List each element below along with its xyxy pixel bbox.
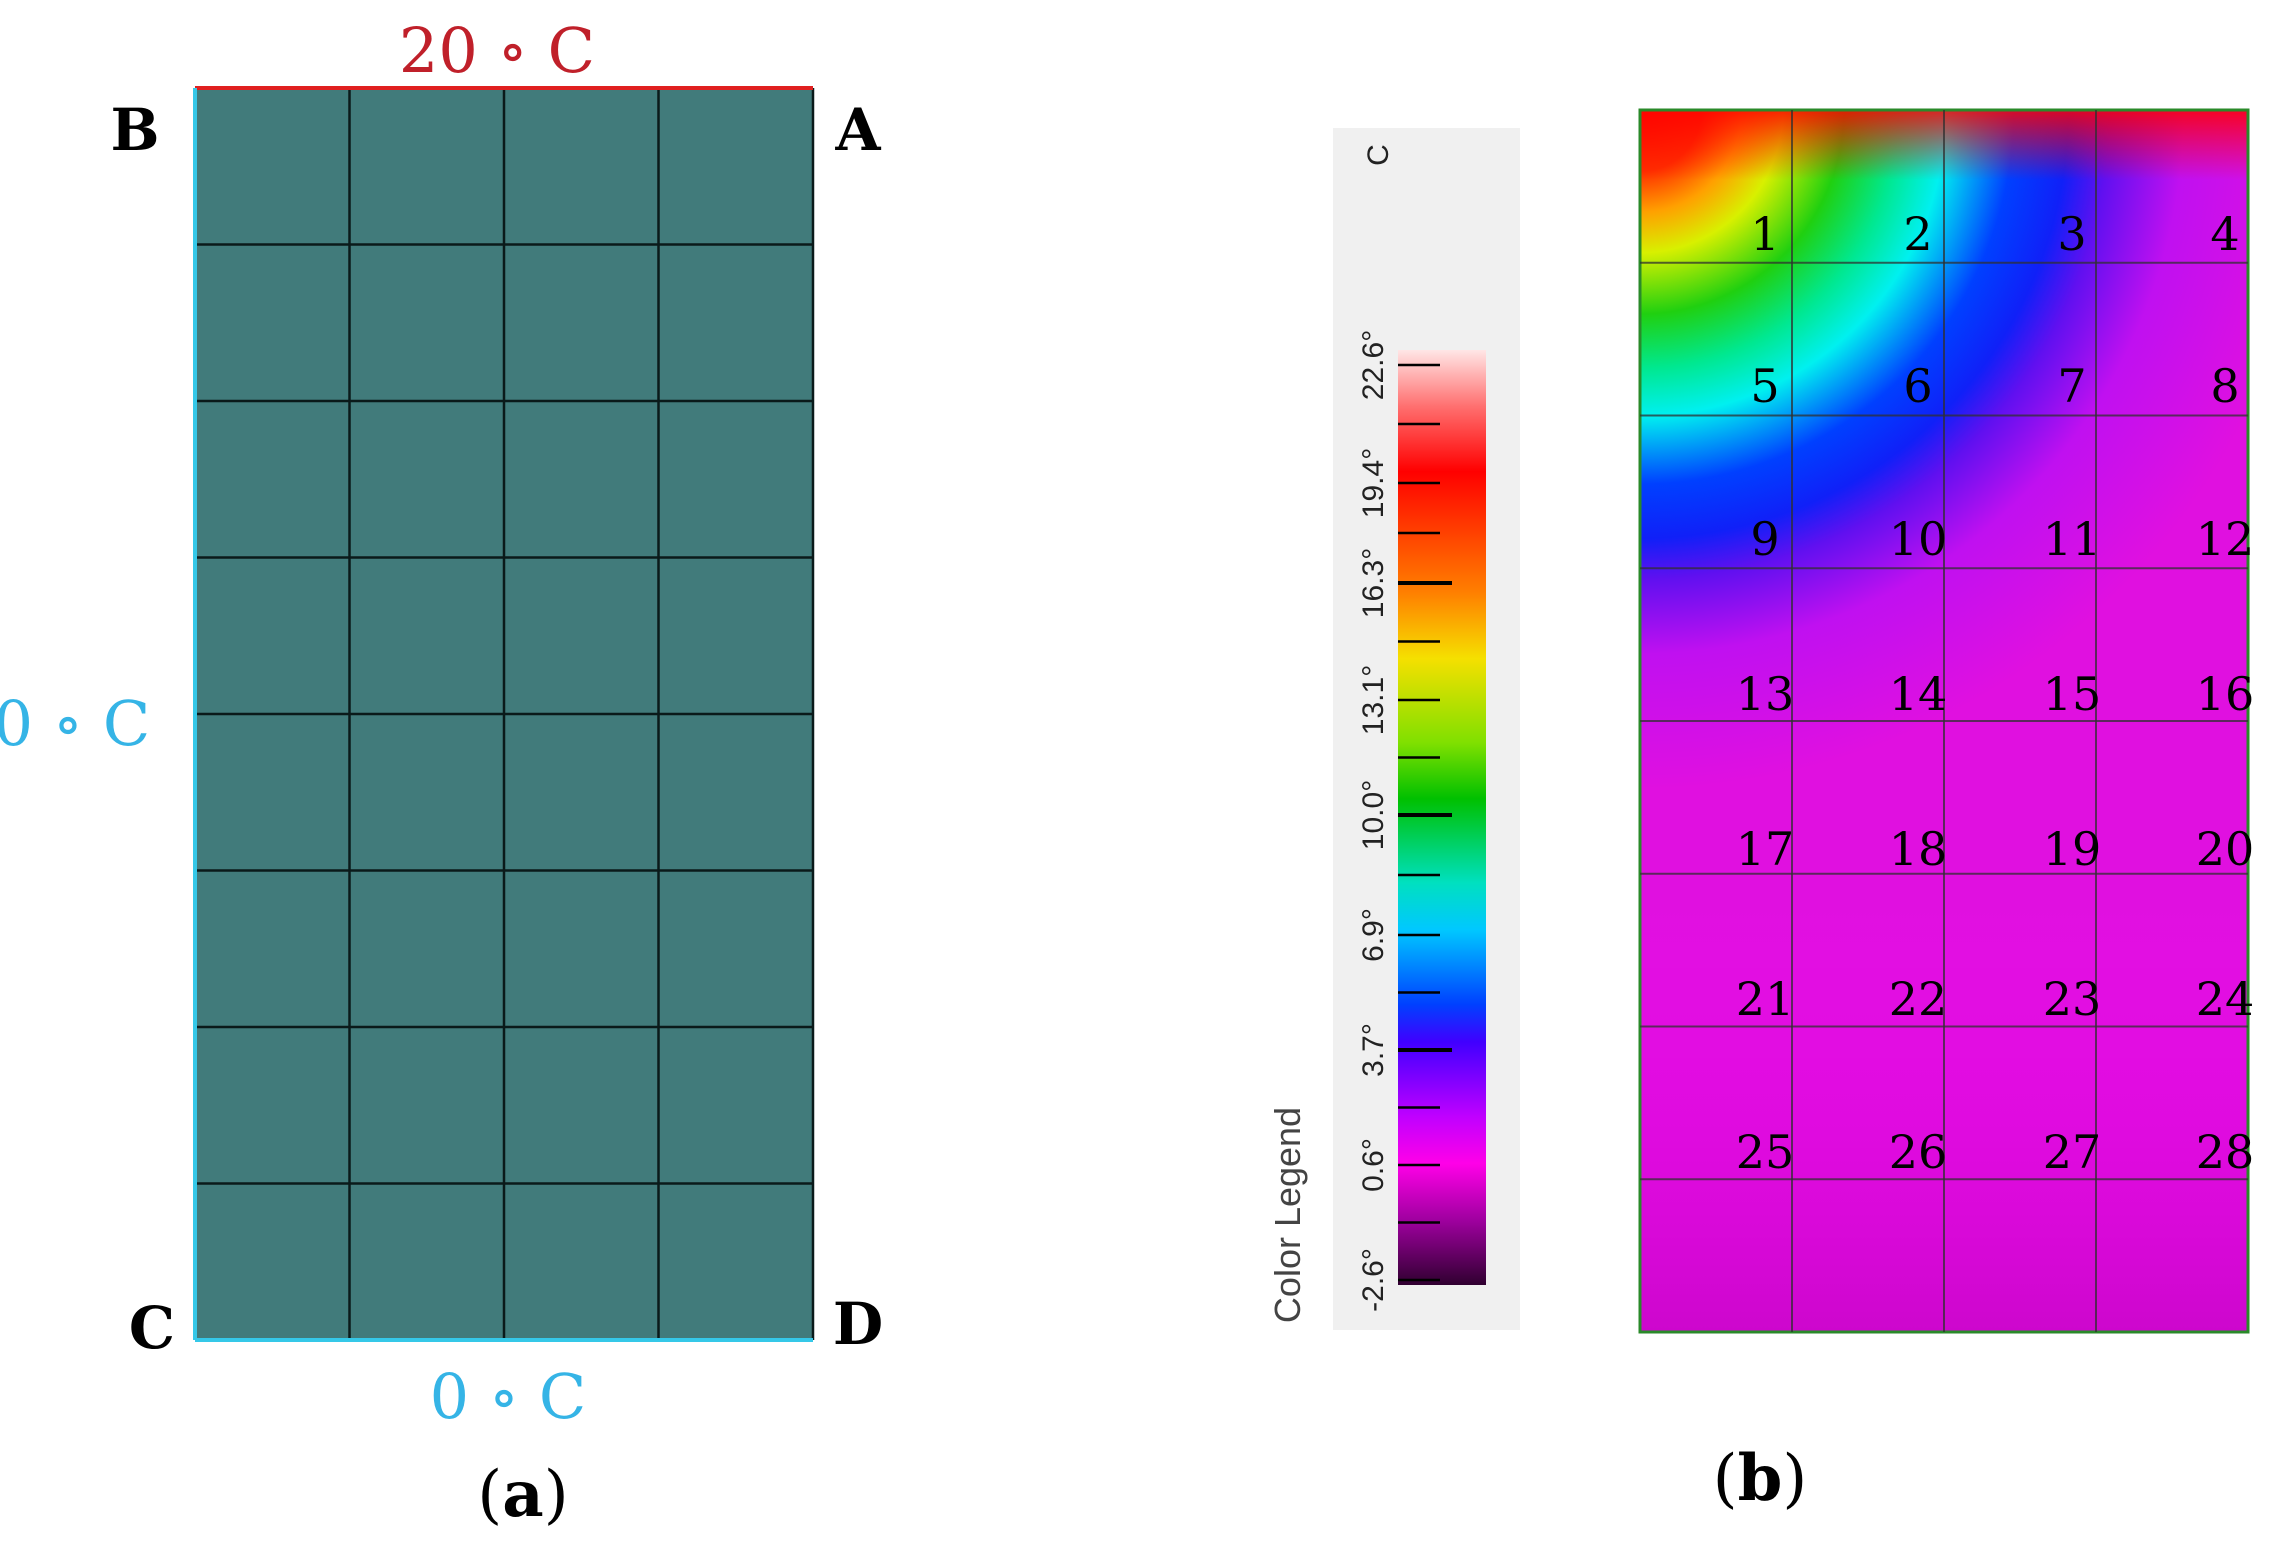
legend-tick-label: 13.1° — [1357, 665, 1390, 735]
legend-tick-label: 16.3° — [1357, 548, 1390, 618]
node-label: 13 — [1736, 667, 1795, 721]
node-label: 15 — [2043, 667, 2102, 721]
corner-label-a: A — [834, 96, 881, 164]
legend-tick-label: -2.6° — [1357, 1248, 1390, 1312]
node-label: 9 — [1750, 512, 1779, 566]
plate-b-grid — [1640, 110, 2248, 1332]
node-label: 22 — [1889, 972, 1948, 1026]
legend-tick-label: 6.9° — [1357, 908, 1390, 962]
legend-unit: C — [1362, 144, 1395, 166]
node-label: 20 — [2196, 822, 2255, 876]
node-label: 11 — [2043, 512, 2102, 566]
node-label: 24 — [2196, 972, 2255, 1026]
legend-color-bar — [1398, 350, 1486, 1285]
panel-a: 20 ∘ C 0 ∘ C 0 ∘ C B A C D (a) — [0, 14, 883, 1532]
node-label: 19 — [2043, 822, 2102, 876]
legend-title: Color Legend — [1267, 1107, 1308, 1323]
node-label: 18 — [1889, 822, 1948, 876]
legend-tick-marks — [1398, 363, 1452, 1282]
legend-tick-label: 3.7° — [1357, 1023, 1390, 1077]
node-label: 28 — [2196, 1125, 2255, 1179]
caption-b: (b) — [1713, 1441, 1808, 1516]
corner-label-b: B — [110, 96, 159, 164]
node-label: 25 — [1736, 1125, 1795, 1179]
node-label: 7 — [2057, 359, 2086, 413]
node-label: 5 — [1750, 359, 1779, 413]
node-label: 23 — [2043, 972, 2102, 1026]
caption-a: (a) — [477, 1457, 568, 1532]
legend-tick-label: 0.6° — [1357, 1138, 1390, 1192]
plate-a-grid — [195, 88, 815, 1340]
corner-label-c: C — [129, 1294, 175, 1362]
node-label: 17 — [1736, 822, 1795, 876]
top-temperature-label: 20 ∘ C — [399, 14, 595, 87]
node-label: 21 — [1736, 972, 1795, 1026]
color-legend: 22.6° 19.4° 16.3° 13.1° 10.0° 6.9° 3.7° 0.6° -2.… — [1267, 128, 1520, 1330]
node-label: 1 — [1750, 207, 1779, 261]
corner-label-d: D — [833, 1290, 883, 1358]
left-temperature-label: 0 ∘ C — [0, 687, 150, 760]
legend-tick-labels: 22.6° 19.4° 16.3° 13.1° 10.0° 6.9° 3.7° 0.6° -2.… — [1357, 330, 1390, 1312]
bottom-temperature-label: 0 ∘ C — [430, 1360, 587, 1433]
legend-tick-label: 10.0° — [1357, 780, 1390, 850]
node-label: 4 — [2210, 207, 2239, 261]
node-label: 16 — [2196, 667, 2255, 721]
node-label: 8 — [2210, 359, 2239, 413]
node-label: 3 — [2057, 207, 2086, 261]
node-label: 14 — [1889, 667, 1948, 721]
node-label: 12 — [2196, 512, 2255, 566]
legend-tick-label: 19.4° — [1357, 448, 1390, 518]
node-label: 27 — [2043, 1125, 2102, 1179]
node-label: 26 — [1889, 1125, 1948, 1179]
node-label: 6 — [1903, 359, 1932, 413]
node-label: 2 — [1903, 207, 1932, 261]
legend-tick-label: 22.6° — [1357, 330, 1390, 400]
node-label: 10 — [1889, 512, 1948, 566]
